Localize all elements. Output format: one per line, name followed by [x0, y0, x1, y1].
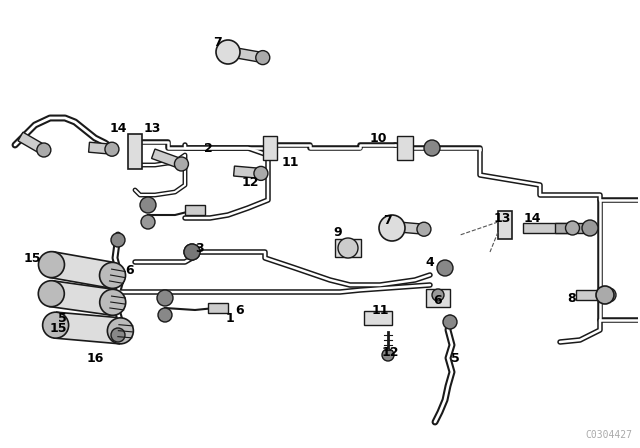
- Text: C0304427: C0304427: [585, 430, 632, 440]
- Text: 5: 5: [58, 311, 67, 324]
- Bar: [335, 239, 361, 257]
- Circle shape: [424, 140, 440, 156]
- Circle shape: [382, 218, 402, 238]
- Circle shape: [417, 222, 431, 236]
- Circle shape: [583, 221, 597, 235]
- Text: 14: 14: [109, 121, 127, 134]
- Text: 13: 13: [143, 121, 161, 134]
- Text: 6: 6: [125, 263, 134, 276]
- Text: 4: 4: [426, 255, 435, 268]
- Circle shape: [566, 221, 579, 235]
- Polygon shape: [152, 149, 179, 167]
- Text: 12: 12: [381, 345, 399, 358]
- Text: 11: 11: [281, 155, 299, 168]
- Circle shape: [184, 244, 200, 260]
- Circle shape: [157, 290, 173, 306]
- Circle shape: [158, 308, 172, 322]
- Polygon shape: [49, 252, 115, 288]
- Circle shape: [443, 315, 457, 329]
- Circle shape: [100, 289, 125, 315]
- Bar: [263, 136, 277, 160]
- Text: 5: 5: [451, 352, 460, 365]
- Text: 15: 15: [23, 251, 41, 264]
- Text: 9: 9: [333, 225, 342, 238]
- Text: 3: 3: [196, 241, 204, 254]
- Text: 6: 6: [236, 303, 244, 316]
- Circle shape: [175, 157, 188, 171]
- Text: 10: 10: [369, 132, 387, 145]
- Circle shape: [37, 143, 51, 157]
- Circle shape: [219, 43, 237, 61]
- Bar: [397, 136, 413, 160]
- Circle shape: [141, 215, 155, 229]
- Circle shape: [105, 142, 119, 156]
- Text: 1: 1: [226, 311, 234, 324]
- Circle shape: [432, 289, 444, 301]
- Text: 7: 7: [214, 35, 222, 48]
- Circle shape: [184, 244, 200, 260]
- Circle shape: [382, 349, 394, 361]
- Bar: [364, 311, 392, 325]
- Polygon shape: [522, 223, 568, 233]
- Circle shape: [38, 252, 65, 278]
- Circle shape: [111, 233, 125, 247]
- Circle shape: [582, 220, 598, 236]
- Circle shape: [111, 328, 125, 342]
- Text: 2: 2: [204, 142, 212, 155]
- Text: 14: 14: [524, 211, 541, 224]
- Polygon shape: [576, 290, 604, 300]
- Circle shape: [108, 318, 133, 344]
- Circle shape: [254, 166, 268, 181]
- Text: 12: 12: [241, 176, 259, 189]
- Bar: [128, 134, 142, 169]
- Text: 8: 8: [568, 292, 576, 305]
- Text: 13: 13: [493, 211, 511, 224]
- Polygon shape: [54, 312, 122, 344]
- Circle shape: [437, 260, 453, 276]
- Text: 11: 11: [371, 303, 388, 316]
- Circle shape: [140, 197, 156, 213]
- Polygon shape: [555, 223, 585, 233]
- Circle shape: [596, 286, 614, 304]
- Bar: [426, 289, 450, 307]
- Polygon shape: [401, 222, 419, 234]
- Text: 6: 6: [434, 293, 442, 306]
- Polygon shape: [237, 48, 259, 62]
- Circle shape: [602, 288, 616, 302]
- Circle shape: [379, 215, 405, 241]
- Text: 7: 7: [383, 214, 392, 227]
- Polygon shape: [18, 132, 42, 152]
- Polygon shape: [234, 166, 257, 178]
- Circle shape: [338, 238, 358, 258]
- Bar: [185, 205, 205, 215]
- Text: 16: 16: [86, 352, 104, 365]
- Circle shape: [256, 51, 270, 65]
- Polygon shape: [88, 142, 108, 154]
- Bar: [498, 211, 512, 239]
- Polygon shape: [49, 281, 115, 315]
- Bar: [208, 303, 228, 313]
- Circle shape: [100, 263, 125, 289]
- Circle shape: [38, 281, 64, 307]
- Text: 15: 15: [49, 322, 67, 335]
- Circle shape: [43, 312, 68, 338]
- Circle shape: [216, 40, 240, 64]
